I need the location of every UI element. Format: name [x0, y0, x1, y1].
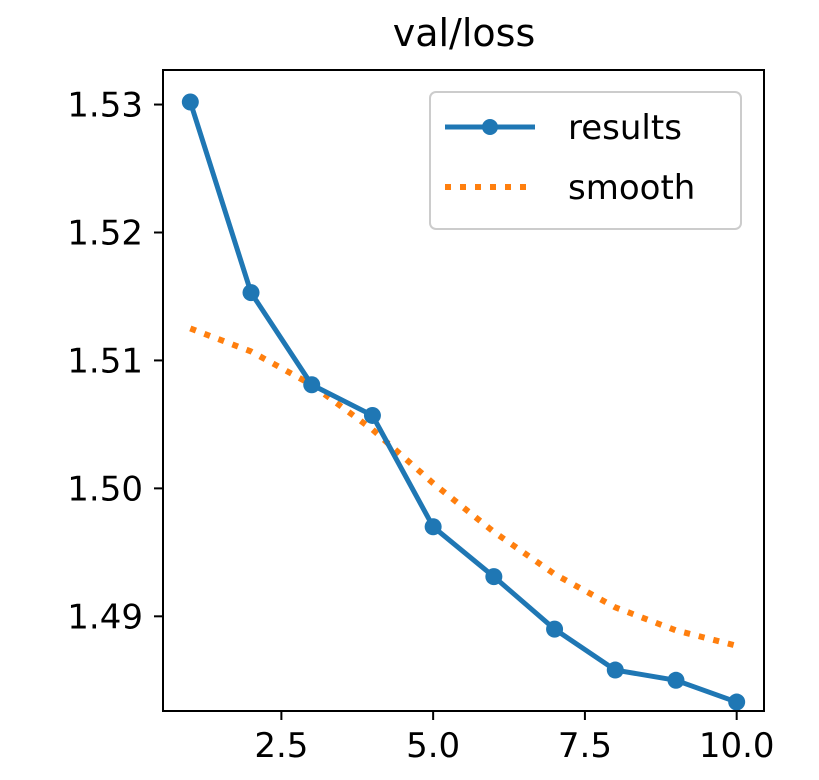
series-results-point [546, 620, 564, 638]
y-tick-label: 1.50 [67, 469, 143, 509]
series-results-point [424, 518, 442, 536]
y-tick-label: 1.52 [67, 213, 143, 253]
legend-results-marker [482, 119, 498, 135]
x-tick-label: 5.0 [406, 726, 460, 766]
series-results-point [181, 93, 199, 111]
x-tick-label: 2.5 [254, 726, 308, 766]
legend-smooth-label: smooth [568, 168, 695, 208]
series-results-point [485, 568, 503, 586]
y-axis: 1.49 1.50 1.51 1.52 1.53 [67, 86, 163, 637]
series-results-point [606, 661, 624, 679]
series-results-point [728, 693, 746, 711]
y-tick-label: 1.49 [67, 597, 143, 637]
series-results-point [242, 284, 260, 302]
legend-results-label: results [568, 108, 682, 148]
y-tick-label: 1.51 [67, 341, 143, 381]
x-tick-label: 10.0 [699, 726, 775, 766]
series-smooth-line [189, 325, 738, 649]
series-results-point [667, 671, 685, 689]
legend: results smooth [429, 91, 742, 230]
axes-frame [162, 69, 765, 712]
series-results-line [187, 101, 738, 705]
y-tick-label: 1.53 [67, 86, 143, 126]
series-results-point [363, 406, 381, 424]
x-axis: 2.5 5.0 7.5 10.0 [254, 711, 775, 766]
plot-area [181, 93, 746, 711]
series-results-point [303, 376, 321, 394]
chart-title: val/loss [393, 11, 536, 55]
x-tick-label: 7.5 [558, 726, 612, 766]
